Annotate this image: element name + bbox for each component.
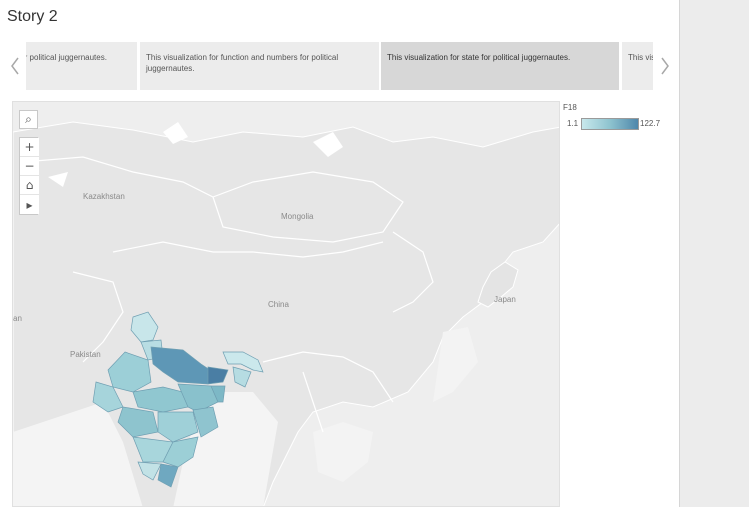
basemap: [13, 102, 559, 506]
home-icon: ⌂: [25, 178, 34, 192]
story-title: Story 2: [7, 8, 58, 25]
story-container: Story 2 for political juggernautes. This…: [0, 0, 680, 507]
search-icon: ⌕: [25, 112, 32, 126]
map-view[interactable]: Kazakhstan Mongolia China Japan Pakistan…: [12, 101, 560, 507]
label-japan: Japan: [494, 295, 516, 304]
reset-home-button[interactable]: ⌂: [20, 176, 39, 195]
story-point-1[interactable]: for political juggernautes.: [26, 42, 137, 90]
label-pakistan: Pakistan: [70, 350, 101, 359]
legend-gradient: [581, 118, 639, 130]
story-point-caption: for political juggernautes.: [26, 53, 107, 62]
zoom-in-button[interactable]: +: [20, 138, 39, 157]
previous-story-point-button[interactable]: [4, 42, 26, 90]
minus-icon: −: [24, 159, 35, 173]
legend-min-value: 1.1: [567, 119, 579, 128]
story-point-3[interactable]: This visualization for state for politic…: [381, 42, 619, 90]
next-story-point-button[interactable]: [654, 42, 676, 90]
map-search-button[interactable]: ⌕: [19, 110, 38, 129]
zoom-out-button[interactable]: −: [20, 157, 39, 176]
plus-icon: +: [24, 140, 35, 154]
story-point-caption: This visualization: [628, 53, 653, 62]
legend-field-name: F18: [563, 103, 577, 112]
label-china: China: [268, 300, 289, 309]
story-point-caption: This visualization for function and numb…: [146, 53, 339, 73]
zoom-controls: + − ⌂ ▸: [19, 137, 39, 215]
chevron-right-icon: [661, 57, 669, 75]
legend-scale: 1.1 122.7: [563, 117, 673, 131]
play-icon: ▸: [26, 197, 33, 212]
map-toolbar: ⌕ + − ⌂ ▸: [19, 110, 39, 215]
label-kazakhstan: Kazakhstan: [83, 192, 125, 201]
story-point-4[interactable]: This visualization: [622, 42, 653, 90]
label-edge: an: [13, 314, 22, 323]
story-point-caption: This visualization for state for politic…: [387, 53, 571, 62]
color-legend: F18 1.1 122.7: [563, 103, 673, 130]
story-navigator: for political juggernautes. This visuali…: [0, 42, 680, 90]
story-points-strip: for political juggernautes. This visuali…: [26, 42, 653, 90]
chevron-left-icon: [11, 57, 19, 75]
legend-max-value: 122.7: [640, 119, 661, 128]
story-point-2[interactable]: This visualization for function and numb…: [140, 42, 379, 90]
pan-play-button[interactable]: ▸: [20, 195, 39, 214]
label-mongolia: Mongolia: [281, 212, 314, 221]
